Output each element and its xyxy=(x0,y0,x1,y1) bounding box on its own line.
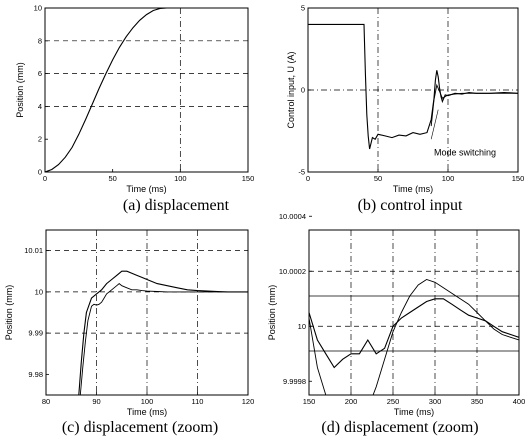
y-tick-label: 10.01 xyxy=(24,246,43,255)
series-line-1 xyxy=(78,270,248,395)
x-tick-label: 150 xyxy=(242,174,255,183)
y-tick-label: 2 xyxy=(38,135,42,144)
annotation-mode-switching: Mode switching xyxy=(434,148,496,158)
y-tick-label: 9.99 xyxy=(28,329,43,338)
y-tick-label: 10 xyxy=(34,4,42,13)
y-tick-label: 10.0002 xyxy=(279,267,306,276)
x-tick-label: 120 xyxy=(242,397,255,406)
x-tick-label: 80 xyxy=(42,397,50,406)
x-tick-label: 100 xyxy=(174,174,187,183)
x-tick-label: 250 xyxy=(387,397,400,406)
series-line-2 xyxy=(79,283,248,395)
x-tick-label: 150 xyxy=(303,397,316,406)
x-tick-label: 150 xyxy=(512,174,525,183)
x-tick-label: 100 xyxy=(141,397,154,406)
chart-panel-d-displacement-zoom: 150 200 250 300 350 400 10.0004 10.0002 10 9.9998… xyxy=(267,212,525,417)
series-line-2 xyxy=(430,83,518,127)
x-tick-label: 350 xyxy=(471,397,484,406)
x-tick-label: 100 xyxy=(442,174,455,183)
caption-a: (a) displacement xyxy=(123,197,230,214)
chart-panel-c-displacement-zoom: 80 90 100 110 120 10.01 10 9.99 9.98 Time (ms) Pos… xyxy=(4,229,255,417)
x-tick-label: 300 xyxy=(429,397,442,406)
x-tick-label: 0 xyxy=(43,174,47,183)
x-tick-label: 200 xyxy=(345,397,358,406)
x-tick-label: 110 xyxy=(192,397,204,406)
caption-d: (d) displacement (zoom) xyxy=(321,419,478,436)
y-axis-label: Control input, U (A) xyxy=(286,51,296,128)
y-tick-label: -5 xyxy=(298,168,305,177)
x-axis-label: Time (ms) xyxy=(394,407,434,417)
x-axis-label: Time (ms) xyxy=(393,184,433,194)
y-tick-label: 6 xyxy=(38,69,42,78)
plot-area xyxy=(44,7,249,173)
series-line-1 xyxy=(309,298,519,369)
x-tick-label: 50 xyxy=(374,174,382,183)
y-tick-label: 8 xyxy=(38,36,42,45)
x-tick-label: 50 xyxy=(108,174,116,183)
x-axis-label: Time (ms) xyxy=(127,407,167,417)
y-tick-label: 9.9998 xyxy=(283,377,306,386)
x-axis-label: Time (ms) xyxy=(126,184,166,194)
y-tick-label: 0 xyxy=(301,86,305,95)
y-axis-label: Position (mm) xyxy=(4,285,14,341)
x-tick-label: 0 xyxy=(306,174,310,183)
series-line-2 xyxy=(309,279,519,395)
y-tick-label: 0 xyxy=(38,168,42,177)
caption-c: (c) displacement (zoom) xyxy=(62,419,218,436)
x-tick-label: 400 xyxy=(513,397,525,406)
chart-panel-a-displacement: 0 50 100 150 0 2 4 6 8 10 Time (ms) Position (mm) xyxy=(15,4,254,195)
y-tick-label: 4 xyxy=(38,102,42,111)
y-tick-label: 10.0004 xyxy=(279,212,306,221)
y-axis-label: Position (mm) xyxy=(15,62,25,118)
series-line-1 xyxy=(45,8,248,172)
y-tick-label: 9.98 xyxy=(28,370,43,379)
annotation-arrow xyxy=(430,109,439,140)
caption-b: (b) control input xyxy=(358,197,463,214)
y-tick-label: 10 xyxy=(298,322,306,331)
x-tick-label: 90 xyxy=(92,397,100,406)
y-tick-label: 10 xyxy=(35,287,43,296)
y-tick-label: 5 xyxy=(301,4,305,13)
y-axis-label: Position (mm) xyxy=(267,285,277,341)
plot-area xyxy=(308,229,520,396)
